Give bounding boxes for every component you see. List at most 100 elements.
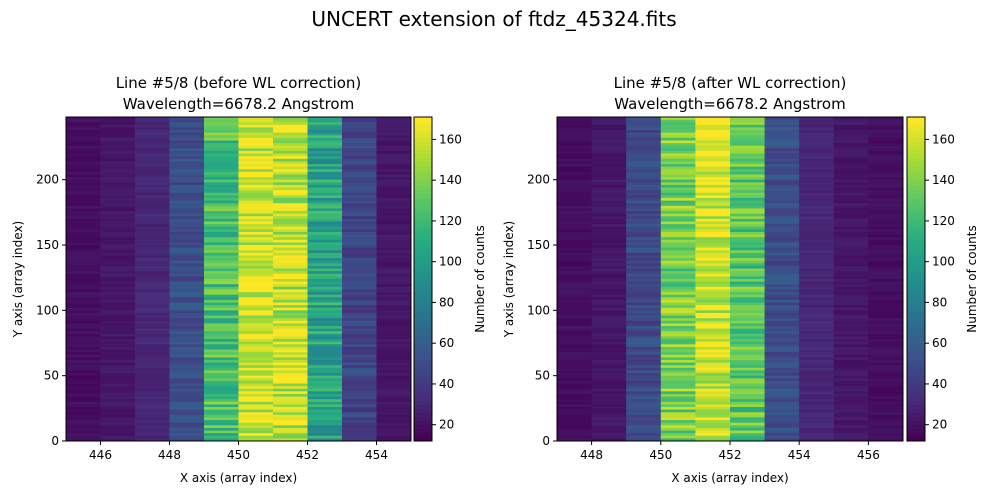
x-tick-label: 452 bbox=[296, 448, 319, 462]
heatmap-cell bbox=[169, 203, 205, 207]
heatmap-cell bbox=[238, 169, 274, 173]
heatmap-cell bbox=[730, 271, 765, 275]
heatmap-cell bbox=[764, 119, 800, 123]
heatmap-cell bbox=[626, 135, 662, 139]
heatmap-cell bbox=[833, 124, 869, 128]
heatmap-cell bbox=[238, 407, 274, 411]
heatmap-cell bbox=[273, 260, 308, 264]
x-tick-label: 448 bbox=[580, 448, 603, 462]
heatmap-cell bbox=[799, 252, 835, 256]
heatmap-cell bbox=[238, 153, 274, 157]
heatmap-cell bbox=[307, 271, 343, 275]
heatmap-cell bbox=[307, 265, 343, 269]
heatmap-cell bbox=[591, 192, 627, 196]
heatmap-column bbox=[135, 117, 170, 442]
heatmap-cell bbox=[307, 333, 343, 337]
heatmap-cell bbox=[591, 326, 627, 330]
heatmap-cell bbox=[273, 333, 308, 337]
heatmap-cell bbox=[660, 169, 696, 173]
heatmap-cell bbox=[169, 184, 205, 188]
heatmap-cell bbox=[169, 161, 205, 165]
colorbar-segment bbox=[907, 133, 925, 138]
colorbar-segment bbox=[414, 404, 432, 410]
heatmap-cell bbox=[764, 344, 800, 348]
heatmap-cell bbox=[204, 268, 239, 272]
heatmap-cell bbox=[799, 239, 835, 243]
heatmap-cell bbox=[730, 378, 765, 382]
heatmap-cell bbox=[135, 383, 170, 387]
heatmap-cell bbox=[764, 284, 800, 288]
heatmap-cell bbox=[204, 130, 239, 134]
colorbar-segment bbox=[414, 250, 432, 256]
heatmap-cell bbox=[695, 326, 731, 330]
heatmap-cell bbox=[764, 255, 800, 259]
heatmap-cell bbox=[376, 333, 412, 337]
heatmap-cell bbox=[626, 427, 662, 431]
heatmap-cell bbox=[376, 362, 412, 366]
heatmap-cell bbox=[342, 153, 377, 157]
heatmap-cell bbox=[100, 401, 136, 405]
heatmap-cell bbox=[868, 279, 904, 283]
heatmap-cell bbox=[626, 140, 662, 144]
heatmap-cell bbox=[626, 297, 662, 301]
heatmap-cell bbox=[238, 234, 274, 238]
heatmap-cell bbox=[868, 391, 904, 395]
colorbar-segment bbox=[907, 360, 925, 365]
heatmap-cell bbox=[868, 135, 904, 139]
heatmap-cell bbox=[169, 117, 205, 121]
heatmap-cell bbox=[100, 182, 136, 186]
heatmap-cell bbox=[204, 433, 239, 437]
heatmap-cell bbox=[100, 211, 136, 215]
heatmap-cell bbox=[100, 326, 136, 330]
heatmap-cell bbox=[626, 370, 662, 374]
heatmap-cell bbox=[273, 182, 308, 186]
heatmap-cell bbox=[833, 312, 869, 316]
heatmap-cell bbox=[557, 117, 592, 121]
heatmap-cell bbox=[695, 279, 731, 283]
heatmap-cell bbox=[238, 320, 274, 324]
heatmap-cell bbox=[868, 292, 904, 296]
heatmap-cell bbox=[376, 318, 412, 322]
heatmap-cell bbox=[238, 310, 274, 314]
heatmap-cell bbox=[626, 433, 662, 437]
heatmap-cell bbox=[376, 213, 412, 217]
heatmap-cell bbox=[557, 422, 592, 426]
heatmap-cell bbox=[660, 119, 696, 123]
heatmap-cell bbox=[660, 263, 696, 267]
heatmap-cell bbox=[799, 307, 835, 311]
heatmap-cell bbox=[238, 427, 274, 431]
heatmap-cell bbox=[376, 174, 412, 178]
heatmap-cell bbox=[764, 401, 800, 405]
heatmap-cell bbox=[660, 427, 696, 431]
heatmap-cell bbox=[557, 386, 592, 390]
heatmap-cell bbox=[238, 383, 274, 387]
heatmap-cell bbox=[591, 373, 627, 377]
heatmap-cell bbox=[204, 145, 239, 149]
heatmap-cell bbox=[100, 171, 136, 175]
heatmap-cell bbox=[204, 169, 239, 173]
x-tick-label: 450 bbox=[649, 448, 672, 462]
heatmap-cell bbox=[660, 386, 696, 390]
heatmap-cell bbox=[591, 156, 627, 160]
heatmap-cell bbox=[833, 427, 869, 431]
heatmap-cell bbox=[342, 237, 377, 241]
heatmap-cell bbox=[626, 341, 662, 345]
heatmap-cell bbox=[557, 177, 592, 181]
colorbar-segment bbox=[907, 295, 925, 300]
heatmap-cell bbox=[204, 362, 239, 366]
heatmap-cell bbox=[66, 245, 101, 249]
heatmap-cell bbox=[238, 148, 274, 152]
heatmap-cell bbox=[135, 268, 170, 272]
colorbar-tick-label: 120 bbox=[439, 214, 462, 228]
heatmap-cell bbox=[695, 305, 731, 309]
colorbar-segment bbox=[414, 198, 432, 203]
heatmap-cell bbox=[591, 344, 627, 348]
heatmap-cell bbox=[135, 203, 170, 207]
heatmap-cell bbox=[342, 373, 377, 377]
heatmap-cell bbox=[238, 273, 274, 277]
colorbar-segment bbox=[907, 129, 925, 134]
heatmap-cell bbox=[238, 414, 274, 418]
heatmap-cell bbox=[730, 268, 765, 272]
heatmap-cell bbox=[204, 375, 239, 379]
